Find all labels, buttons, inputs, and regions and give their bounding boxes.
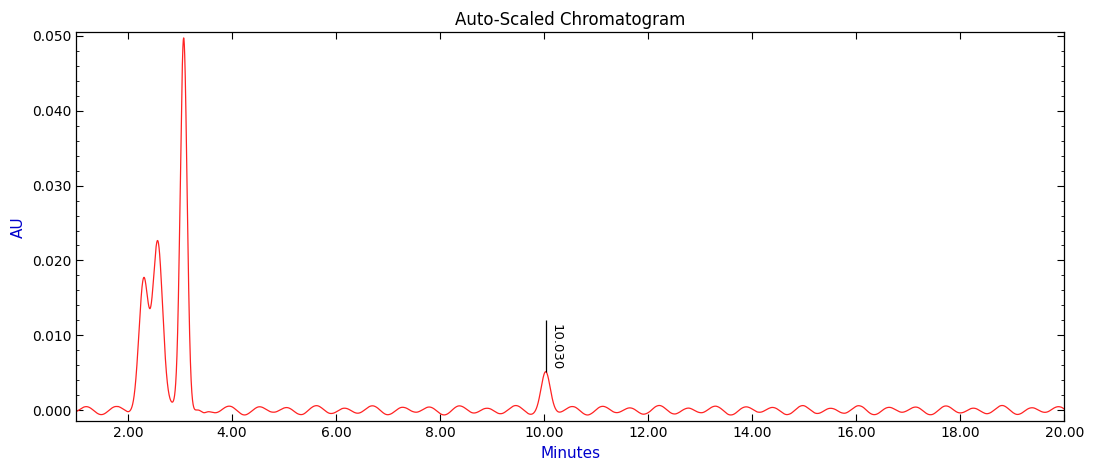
Y-axis label: AU: AU: [11, 216, 26, 237]
Title: Auto-Scaled Chromatogram: Auto-Scaled Chromatogram: [454, 11, 685, 29]
X-axis label: Minutes: Minutes: [540, 446, 600, 461]
Text: 10.030: 10.030: [550, 324, 563, 371]
